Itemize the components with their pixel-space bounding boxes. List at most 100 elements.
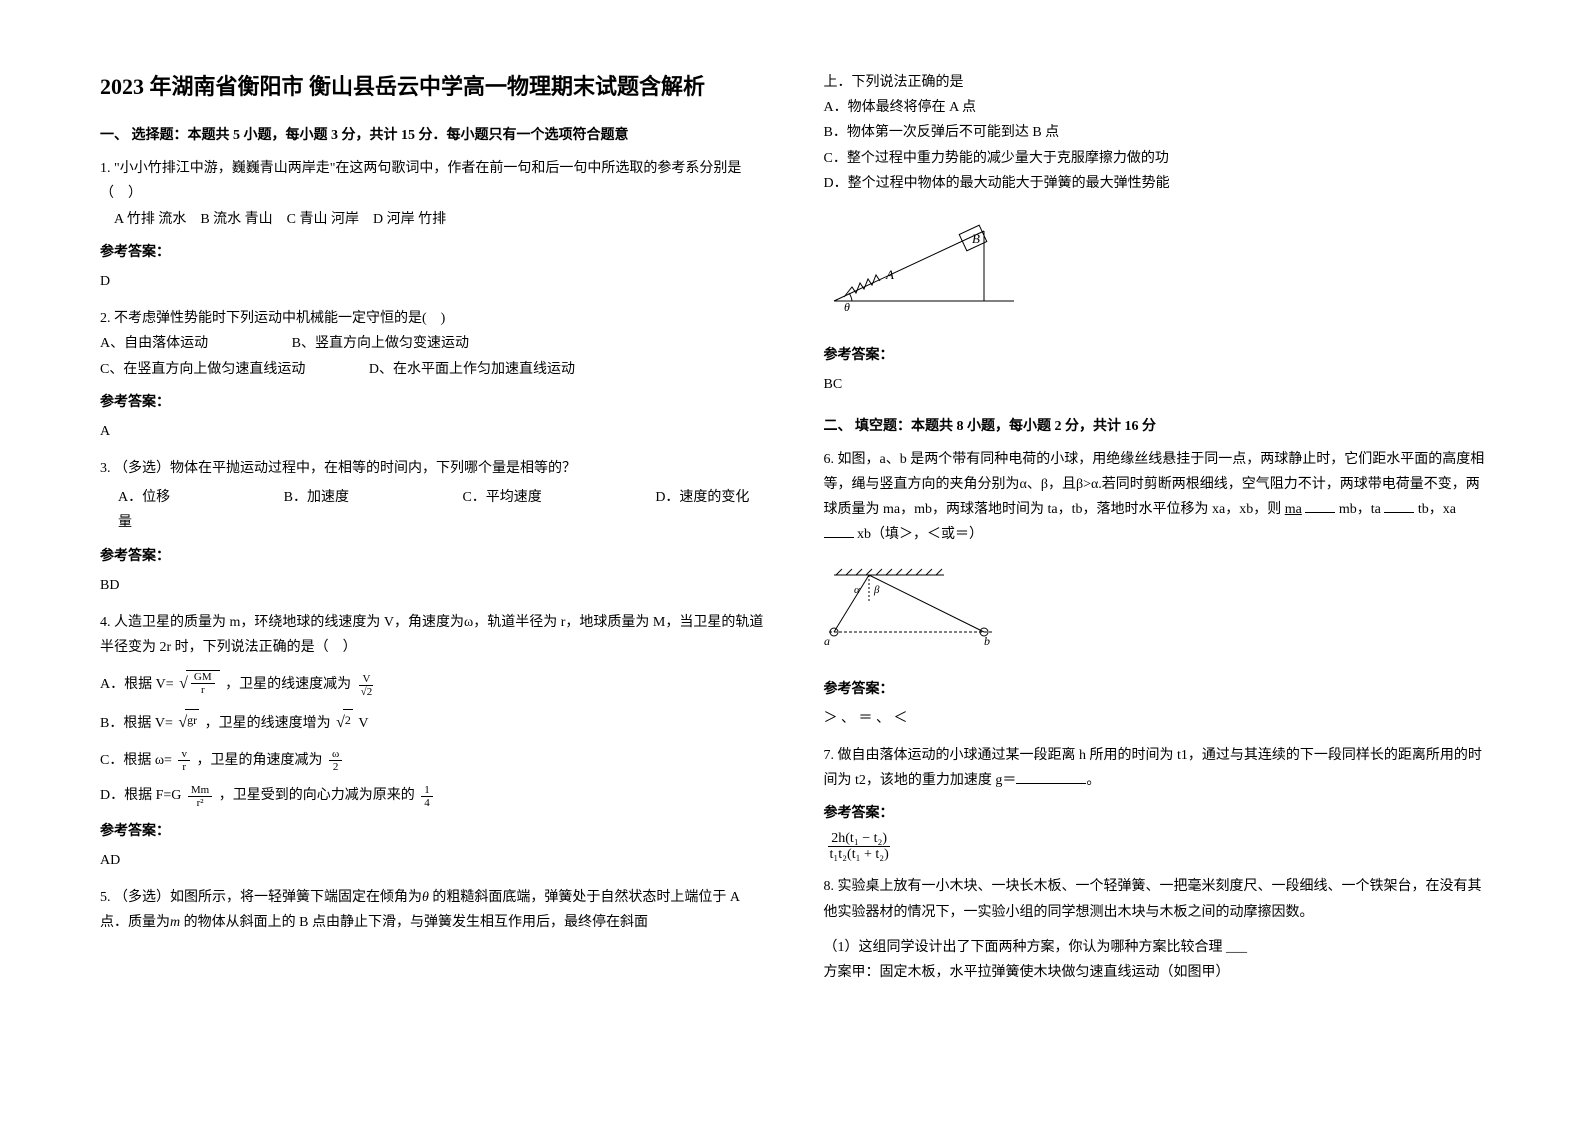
q3-optB: B．加速度 xyxy=(284,490,349,505)
section-2-header: 二、 填空题：本题共 8 小题，每小题 2 分，共计 16 分 xyxy=(824,414,1488,439)
q4-optD: D．根据 F=G Mmr² ，卫星受到的向心力减为原来的 14 xyxy=(100,783,764,808)
q2-opts-row2: C、在竖直方向上做匀速直线运动 D、在水平面上作匀加速直线运动 xyxy=(100,357,764,382)
q8-sub1: （1）这组同学设计出了下面两种方案，你认为哪种方案比较合理 ___ xyxy=(824,935,1488,960)
blank xyxy=(824,524,854,538)
answer-label: 参考答案： xyxy=(100,390,764,415)
question-1: 1. "小小竹排江中游，巍巍青山两岸走"在这两句歌词中，作者在前一句和后一句中所… xyxy=(100,156,764,232)
sqrt-icon: 2 xyxy=(336,709,353,738)
q3-options: A．位移 B．加速度 C．平均速度 D．速度的变化量 xyxy=(100,485,764,535)
q3-optD: D．速度的变化量 xyxy=(118,490,749,530)
frac-den: √2 xyxy=(358,686,376,698)
q4-stem: 4. 人造卫星的质量为 m，环绕地球的线速度为 V，角速度为ω，轨道半径为 r，… xyxy=(100,610,764,660)
q4-optC: C．根据 ω= vr ，卫星的角速度减为 ω2 xyxy=(100,748,764,773)
q7-p2: 。 xyxy=(1086,773,1100,788)
q4-answer: AD xyxy=(100,848,764,873)
q4D-mid: ，卫星受到的向心力减为原来的 xyxy=(219,788,415,803)
blank xyxy=(1016,770,1086,784)
question-6: 6. 如图，a、b 是两个带有同种电荷的小球，用绝缘丝线悬挂于同一点，两球静止时… xyxy=(824,447,1488,548)
left-column: 2023 年湖南省衡阳市 衡山县岳云中学高一物理期末试题含解析 一、 选择题：本… xyxy=(100,70,764,993)
frac: V√2 xyxy=(358,673,376,698)
frac-den: t₁t₂(t₁ + t₂) xyxy=(827,847,892,862)
q1-answer: D xyxy=(100,269,764,294)
sqrt2: 2 xyxy=(343,709,353,732)
label-B: B xyxy=(972,231,980,246)
q4-optA: A．根据 V= GMr ，卫星的线速度减为 V√2 xyxy=(100,670,764,699)
incline-diagram: A B θ xyxy=(824,211,1024,311)
q2-optD: D、在水平面上作匀加速直线运动 xyxy=(369,362,575,377)
answer-label: 参考答案： xyxy=(824,801,1488,826)
frac-num: Mm xyxy=(188,784,212,797)
frac-num: 2h(t₁ − t₂) xyxy=(828,831,890,847)
q7-p1: 7. 做自由落体运动的小球通过某一段距离 h 所用的时间为 t1，通过与其连续的… xyxy=(824,748,1482,788)
frac-num: v xyxy=(178,748,190,761)
q7-answer: 2h(t₁ − t₂) t₁t₂(t₁ + t₂) xyxy=(824,831,1488,863)
right-column: 上．下列说法正确的是 A．物体最终将停在 A 点 B．物体第一次反弹后不可能到达… xyxy=(824,70,1488,993)
frac-den: r² xyxy=(194,797,207,809)
q5-optA: A．物体最终将停在 A 点 xyxy=(824,95,1488,120)
q2-optC: C、在竖直方向上做匀速直线运动 xyxy=(100,362,305,377)
gr: gr xyxy=(185,709,199,732)
q1-stem: 1. "小小竹排江中游，巍巍青山两岸走"在这两句歌词中，作者在前一句和后一句中所… xyxy=(100,156,764,206)
question-7: 7. 做自由落体运动的小球通过某一段距离 h 所用的时间为 t1，通过与其连续的… xyxy=(824,743,1488,793)
doc-title: 2023 年湖南省衡阳市 衡山县岳云中学高一物理期末试题含解析 xyxy=(100,70,764,103)
q8-stem: 8. 实验桌上放有一小木块、一块长木板、一个轻弹簧、一把毫米刻度尺、一段细线、一… xyxy=(824,874,1488,924)
q3-optC: C．平均速度 xyxy=(462,490,541,505)
question-4: 4. 人造卫星的质量为 m，环绕地球的线速度为 V，角速度为ω，轨道半径为 r，… xyxy=(100,610,764,809)
theta-var: θ xyxy=(422,890,429,905)
blank xyxy=(1384,499,1414,513)
page: 2023 年湖南省衡阳市 衡山县岳云中学高一物理期末试题含解析 一、 选择题：本… xyxy=(100,70,1487,993)
q3-answer: BD xyxy=(100,573,764,598)
question-8: 8. 实验桌上放有一小木块、一块长木板、一个轻弹簧、一把毫米刻度尺、一段细线、一… xyxy=(824,874,1488,985)
q2-answer: A xyxy=(100,419,764,444)
q4A-pre: A．根据 V= xyxy=(100,677,174,692)
blank xyxy=(1305,499,1335,513)
frac: vr xyxy=(178,748,190,773)
q2-optA: A、自由落体运动 xyxy=(100,336,208,351)
sqrt-icon: GMr xyxy=(179,670,220,699)
sqrt-icon: gr xyxy=(178,709,199,738)
q5-optB: B．物体第一次反弹后不可能到达 B 点 xyxy=(824,120,1488,145)
question-5: 5. （多选）如图所示，将一轻弹簧下端固定在倾角为θ 的粗糙斜面底端，弹簧处于自… xyxy=(100,885,764,935)
q3-optA: A．位移 xyxy=(118,490,170,505)
q4D-pre: D．根据 F=G xyxy=(100,788,181,803)
frac: 2h(t₁ − t₂) t₁t₂(t₁ + t₂) xyxy=(827,831,892,863)
frac-num: ω xyxy=(329,748,342,761)
q2-opts-row1: A、自由落体运动 B、竖直方向上做匀变速运动 xyxy=(100,331,764,356)
q8-sub1-text: （1）这组同学设计出了下面两种方案，你认为哪种方案比较合理 ___ xyxy=(824,940,1248,955)
q4B-post: ，卫星的线速度增为 xyxy=(205,716,331,731)
q5-optD: D．整个过程中物体的最大动能大于弹簧的最大弹性势能 xyxy=(824,171,1488,196)
label-b: b xyxy=(984,634,990,647)
q3-stem: 3. （多选）物体在平抛运动过程中，在相等的时间内，下列哪个量是相等的？ xyxy=(100,456,764,481)
answer-label: 参考答案： xyxy=(100,240,764,265)
q5-p1: 5. （多选）如图所示，将一轻弹簧下端固定在倾角为 xyxy=(100,890,422,905)
frac-den: r xyxy=(198,684,208,696)
q5-answer: BC xyxy=(824,372,1488,397)
q4C-pre: C．根据 ω= xyxy=(100,753,172,768)
q4B-pre: B．根据 V= xyxy=(100,716,173,731)
frac-den: 4 xyxy=(421,797,433,809)
question-3: 3. （多选）物体在平抛运动过程中，在相等的时间内，下列哪个量是相等的？ A．位… xyxy=(100,456,764,536)
label-beta: β xyxy=(873,584,880,596)
answer-label: 参考答案： xyxy=(100,819,764,844)
q5-optC: C．整个过程中重力势能的减少量大于克服摩擦力做的功 xyxy=(824,146,1488,171)
q2-stem: 2. 不考虑弹性势能时下列运动中机械能一定守恒的是( ) xyxy=(100,306,764,331)
q4C-mid: ，卫星的角速度减为 xyxy=(196,753,322,768)
pendulum-diagram: a b α β xyxy=(824,567,1014,647)
q4B-suf: V xyxy=(358,716,368,731)
q5-continue: 上．下列说法正确的是 xyxy=(824,70,1488,95)
q1-options: A 竹排 流水 B 流水 青山 C 青山 河岸 D 河岸 竹排 xyxy=(100,207,764,232)
q4A-mid: ，卫星的线速度减为 xyxy=(225,677,351,692)
frac-num: 1 xyxy=(421,784,433,797)
q8-sub1-opt: 方案甲：固定木板，水平拉弹簧使木块做匀速直线运动（如图甲） xyxy=(824,960,1488,985)
label-A: A xyxy=(885,267,894,282)
q5-p3: 的物体从斜面上的 B 点由静止下滑，与弹簧发生相互作用后，最终停在斜面 xyxy=(180,915,648,930)
frac-num: V xyxy=(359,673,373,686)
label-a: a xyxy=(824,634,830,647)
question-2: 2. 不考虑弹性势能时下列运动中机械能一定守恒的是( ) A、自由落体运动 B、… xyxy=(100,306,764,382)
frac-num: GM xyxy=(191,671,215,684)
underline: ma xyxy=(1285,502,1302,517)
answer-label: 参考答案： xyxy=(824,677,1488,702)
frac: 14 xyxy=(421,784,433,809)
frac: Mmr² xyxy=(188,784,212,809)
sqrt2: 2 xyxy=(367,686,373,698)
